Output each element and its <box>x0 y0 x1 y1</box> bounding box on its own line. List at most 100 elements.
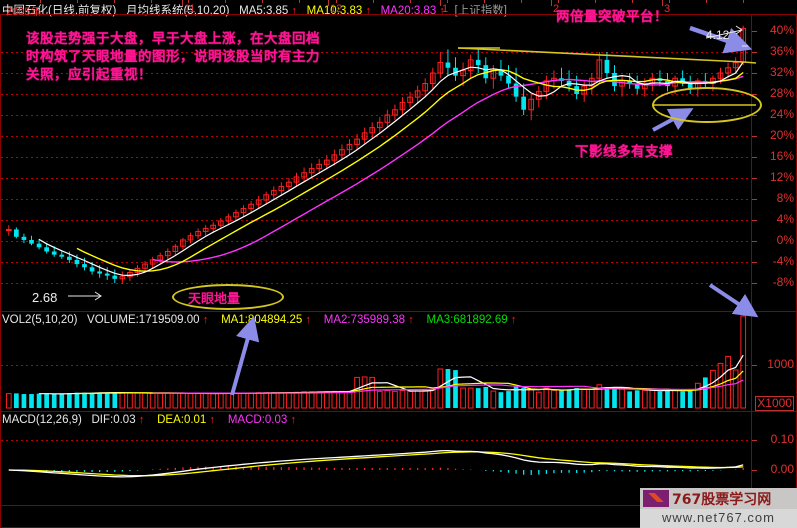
price-axis-tick <box>752 136 757 137</box>
price-axis-tick-label: 12% <box>769 170 794 184</box>
price-gridline <box>1 283 751 284</box>
dea-arrow-icon: ↑ <box>209 414 216 426</box>
volume-panel[interactable] <box>0 311 797 411</box>
annotation-main-commentary: 该股走势强于大盘，早于大盘上涨，在大盘回档时构筑了天眼地量的图形，说明该股当时有… <box>26 31 320 83</box>
price-axis-tick-label: 4% <box>776 212 794 226</box>
date-axis-tick <box>328 0 329 6</box>
price-axis-tick-label: 36% <box>769 44 794 58</box>
vol-ma3-arrow-icon: ↑ <box>510 314 517 326</box>
macd-indicator-name: MACD(12,26,9) <box>2 414 82 426</box>
date-axis-minor-tick <box>595 0 596 3</box>
date-axis-tick <box>182 0 183 6</box>
price-axis-tick <box>752 115 757 116</box>
price-axis-tick <box>752 52 757 53</box>
date-axis-minor-tick <box>632 0 633 3</box>
price-marker-high: 4.12 <box>706 28 730 42</box>
chart-logo-icon <box>643 490 669 507</box>
date-axis-label: 2 <box>553 3 560 15</box>
price-gridline <box>1 94 751 95</box>
vol-ma3-value: MA3:681892.69 <box>426 314 508 326</box>
price-axis-tick <box>752 178 757 179</box>
watermark: 767股票学习网 www.net767.com <box>640 488 797 528</box>
volume-unit-label: X1000 <box>755 396 794 411</box>
date-axis-minor-tick <box>299 0 300 3</box>
price-axis-tick-label: 32% <box>769 65 794 79</box>
vol-ma1-arrow-icon: ↑ <box>305 314 311 326</box>
vol-indicator-name: VOL2(5,10,20) <box>2 314 78 326</box>
price-gridline <box>1 136 751 137</box>
price-axis-tick <box>752 31 757 32</box>
date-axis-label: 1 <box>442 3 449 15</box>
date-axis-minor-tick <box>262 0 263 3</box>
price-axis-tick-label: 20% <box>769 128 794 142</box>
ellipse-platform-highlight <box>652 87 762 123</box>
price-gridline <box>1 178 751 179</box>
annotation-breakout: 两倍量突破平台！ <box>556 9 668 25</box>
volume-axis-separator <box>751 311 752 411</box>
price-axis-tick-label: 16% <box>769 149 794 163</box>
price-axis-tick <box>752 283 757 284</box>
price-axis-tick <box>752 94 757 95</box>
price-axis-tick <box>752 199 757 200</box>
watermark-logo-row: 767股票学习网 <box>640 488 797 509</box>
price-gridline <box>1 262 751 263</box>
price-axis-tick <box>752 241 757 242</box>
date-axis-minor-tick <box>336 0 337 3</box>
date-axis-label: 3 <box>664 3 671 15</box>
macd-axis-tick-label: 0.00 <box>770 462 794 476</box>
ma20-arrow-icon: ↑ <box>439 5 445 17</box>
date-axis-minor-tick <box>484 0 485 3</box>
volume-axis-tick <box>752 365 757 366</box>
date-axis-minor-tick <box>410 0 411 3</box>
date-axis-minor-tick <box>151 0 152 3</box>
price-axis-tick-label: 0% <box>776 233 794 247</box>
vol-ma2-value: MA2:735989.38 <box>323 314 405 326</box>
volume-axis-tick-label: 1000 <box>767 357 794 371</box>
volume-gridline <box>1 365 751 366</box>
price-gridline <box>1 241 751 242</box>
date-axis-minor-tick <box>373 0 374 3</box>
dif-arrow-icon: ↑ <box>138 414 145 426</box>
ma5-arrow-icon: ↑ <box>291 5 298 17</box>
date-axis-minor-tick <box>225 0 226 3</box>
annotation-support: 下影线多有支撑 <box>575 144 673 160</box>
date-axis-minor-tick <box>40 0 41 3</box>
date-axis-label: 2005年 <box>6 6 42 18</box>
macd-value: MACD:0.03 <box>227 414 288 426</box>
date-axis-tick <box>440 0 441 6</box>
macd-axis-tick-label: 0.10 <box>770 432 794 446</box>
macd-gridline <box>1 440 751 441</box>
price-axis-tick-label: 8% <box>776 191 794 205</box>
date-axis-tick <box>551 0 552 6</box>
price-axis-tick-label: 40% <box>769 23 794 37</box>
price-gridline <box>1 199 751 200</box>
price-axis-separator <box>751 14 752 311</box>
price-axis-tick-label: -8% <box>772 275 794 289</box>
volume-indicator-header: VOL2(5,10,20) VOLUME:1719509.00 ↑ MA1:80… <box>2 314 516 326</box>
price-gridline <box>1 52 751 53</box>
macd-arrow-icon: ↑ <box>290 414 296 426</box>
ma10-arrow-icon: ↑ <box>365 5 371 17</box>
price-axis-tick-label: 24% <box>769 107 794 121</box>
date-axis-minor-tick <box>706 0 707 3</box>
price-gridline <box>1 115 751 116</box>
watermark-title: 767股票学习网 <box>672 491 772 508</box>
macd-axis-separator <box>751 411 752 506</box>
date-axis-minor-tick <box>188 0 189 3</box>
ellipse-tianyan-highlight <box>172 284 284 310</box>
price-axis-tick <box>752 220 757 221</box>
price-axis-tick <box>752 157 757 158</box>
date-axis-minor-tick <box>447 0 448 3</box>
macd-indicator-header: MACD(12,26,9) DIF:0.03 ↑ DEA:0.01 ↑ MACD… <box>2 414 296 426</box>
date-axis-minor-tick <box>521 0 522 3</box>
macd-dea-value: DEA:0.01 <box>157 414 207 426</box>
macd-axis-tick <box>752 470 757 471</box>
date-axis-minor-tick <box>77 0 78 3</box>
vol-value: VOLUME:1719509.00 <box>87 314 200 326</box>
annotation-tianyan-label: 天眼地量 <box>188 292 241 307</box>
price-gridline <box>1 220 751 221</box>
date-axis-tick <box>662 0 663 6</box>
macd-axis-tick <box>752 440 757 441</box>
price-axis-tick <box>752 73 757 74</box>
